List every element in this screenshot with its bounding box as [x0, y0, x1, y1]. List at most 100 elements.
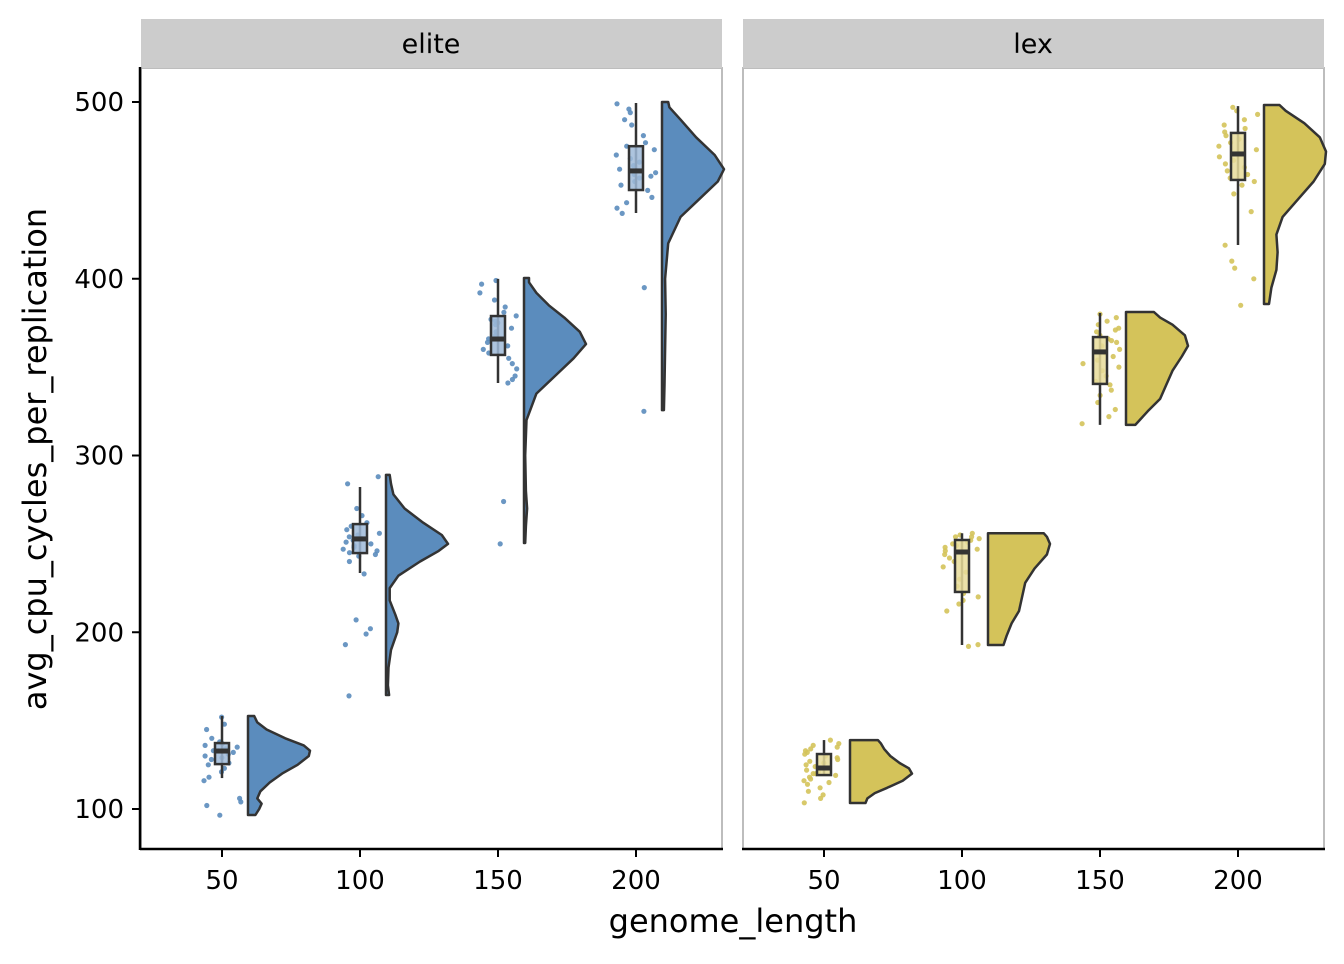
data-point — [1108, 387, 1114, 393]
half-violin — [848, 738, 914, 805]
group-elite-200 — [613, 100, 726, 414]
data-point — [340, 546, 346, 552]
data-point — [624, 200, 630, 206]
data-point — [346, 558, 352, 565]
data-point — [205, 762, 211, 768]
box — [1091, 335, 1109, 386]
data-point — [479, 281, 485, 287]
half-violin — [986, 532, 1052, 647]
data-point — [512, 373, 518, 379]
data-point — [1241, 117, 1247, 123]
data-point — [1222, 161, 1228, 167]
data-point — [651, 147, 657, 153]
data-point — [491, 297, 498, 303]
data-point — [940, 564, 946, 570]
data-point — [1110, 353, 1116, 360]
data-point — [509, 361, 515, 367]
data-point — [346, 550, 353, 556]
data-point — [835, 756, 841, 763]
data-point — [818, 795, 824, 802]
data-point — [1231, 191, 1237, 197]
data-point — [201, 778, 207, 784]
data-point — [509, 376, 515, 383]
box — [627, 144, 645, 192]
y-tick-label: 200 — [74, 618, 124, 648]
group-elite-150 — [477, 276, 588, 547]
box — [489, 314, 507, 357]
data-point — [629, 122, 635, 128]
data-point — [361, 571, 367, 577]
data-point — [622, 117, 628, 123]
x-tick-label: 150 — [1075, 866, 1125, 896]
y-ticks: 100 200 300 400 500 — [74, 88, 140, 825]
data-point — [505, 380, 511, 386]
data-point — [975, 594, 981, 600]
data-point — [508, 325, 515, 331]
strip-lex — [743, 19, 1324, 68]
data-point — [1229, 258, 1235, 264]
data-point — [1216, 154, 1222, 160]
panel-lex — [801, 103, 1328, 806]
y-axis-title: avg_cpu_cycles_per_replication — [16, 208, 54, 710]
data-point — [376, 530, 382, 536]
data-point — [208, 756, 214, 763]
data-point — [1255, 111, 1261, 117]
data-point — [501, 309, 507, 315]
data-point — [641, 285, 647, 291]
data-point — [342, 642, 348, 648]
data-point — [808, 776, 814, 782]
data-point — [1216, 143, 1222, 149]
x-tick-label: 200 — [611, 866, 661, 896]
data-point — [826, 779, 832, 786]
data-point — [502, 304, 508, 310]
data-point — [230, 749, 236, 756]
data-point — [1112, 327, 1118, 333]
half-violin — [246, 714, 312, 817]
data-point — [477, 290, 483, 296]
box — [815, 752, 833, 777]
data-point — [944, 608, 950, 614]
data-point — [827, 737, 834, 743]
data-point — [202, 753, 208, 759]
y-tick-label: 500 — [74, 88, 124, 118]
data-point — [513, 313, 519, 319]
y-tick-label: 100 — [74, 795, 124, 825]
data-point — [1094, 329, 1100, 335]
data-point — [209, 735, 215, 741]
data-point — [1221, 122, 1227, 128]
data-point — [202, 742, 208, 749]
data-point — [234, 744, 240, 750]
half-violin — [1124, 310, 1190, 427]
data-point — [648, 173, 654, 179]
group-lex-200 — [1216, 103, 1328, 308]
data-point — [965, 643, 972, 650]
data-point — [614, 205, 620, 211]
data-point — [1232, 265, 1238, 271]
x-tick-label: 100 — [937, 866, 987, 896]
data-point — [1112, 406, 1118, 413]
half-violin — [660, 100, 726, 412]
data-point — [238, 799, 244, 805]
data-point — [974, 546, 980, 552]
data-point — [344, 527, 350, 533]
strip-elite — [141, 19, 722, 68]
data-point — [642, 140, 649, 146]
data-point — [801, 778, 807, 784]
data-point — [614, 101, 620, 107]
data-point — [1116, 364, 1122, 370]
data-point — [1107, 382, 1113, 388]
data-point — [367, 626, 373, 632]
data-point — [480, 346, 486, 352]
plot-marks — [201, 100, 1328, 818]
data-point — [372, 551, 378, 558]
data-point — [808, 746, 814, 752]
data-point — [976, 536, 982, 542]
data-point — [346, 693, 352, 699]
half-violin — [384, 473, 450, 697]
data-point — [975, 642, 981, 648]
x-tick-label: 50 — [807, 866, 840, 896]
x-tick-label: 150 — [473, 866, 523, 896]
data-point — [1104, 318, 1110, 324]
data-point — [1117, 346, 1123, 352]
data-point — [1253, 147, 1259, 153]
